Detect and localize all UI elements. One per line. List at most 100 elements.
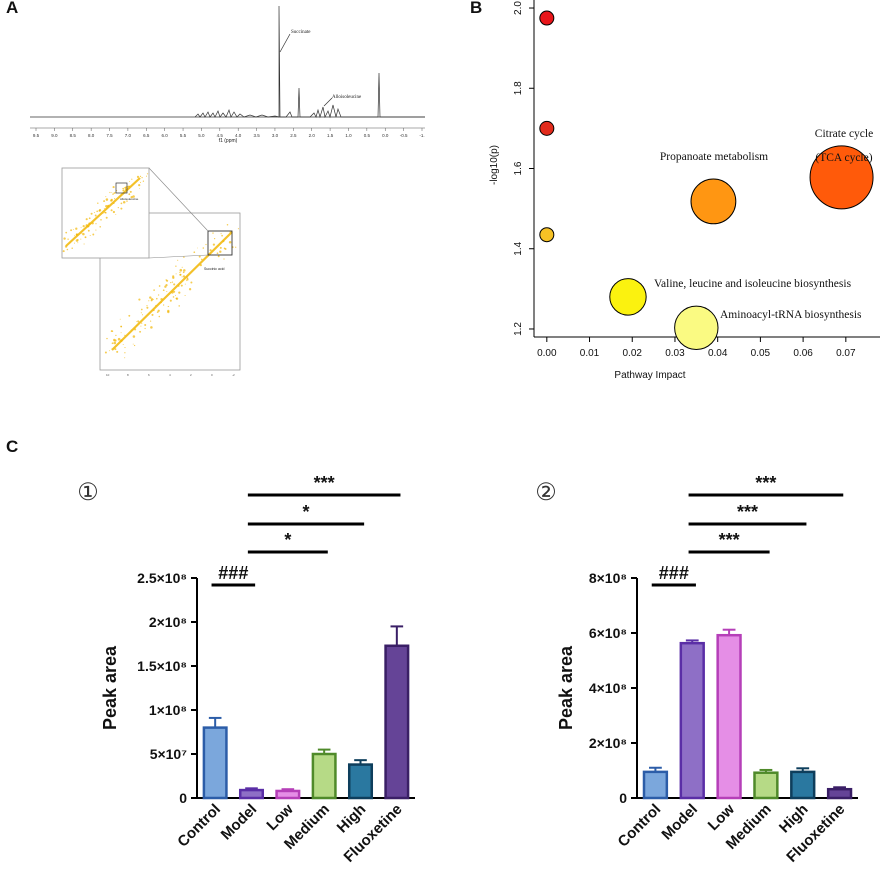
nmr-spot — [188, 288, 192, 291]
nmr-spot — [137, 320, 140, 323]
bar — [716, 633, 742, 800]
nmr-tick-label: 3.5 — [253, 133, 260, 138]
nmr-spot — [158, 315, 161, 318]
nmr-spot — [63, 237, 66, 240]
nmr-spot — [128, 193, 131, 196]
nmr-tick-label: 8.0 — [88, 133, 95, 138]
nmr-spot — [119, 318, 121, 320]
nmr-spot — [120, 202, 123, 205]
pathway-point — [539, 227, 555, 243]
nmr-spot — [172, 296, 175, 298]
nmr-spot — [120, 194, 122, 196]
pathway-x-tick-label: 0.00 — [537, 348, 557, 359]
nmr-spot — [173, 290, 176, 293]
bar — [202, 726, 228, 800]
nmr-spot — [226, 223, 229, 226]
bar — [679, 641, 705, 800]
nmr-spot — [166, 290, 168, 293]
nmr-spot — [177, 259, 179, 261]
nmr-spot — [160, 301, 162, 304]
nmr-spot — [104, 351, 107, 354]
bar-y-tick-label: 2.5×10⁸ — [137, 570, 187, 586]
nmr-spot — [149, 296, 152, 299]
nmr-spot — [133, 344, 136, 347]
pathway-x-tick-label: 0.03 — [665, 348, 685, 359]
nmr-spot — [138, 183, 141, 187]
nmr-spot — [183, 256, 185, 258]
nmr-spot — [75, 227, 78, 230]
bar — [275, 789, 301, 800]
nmr-spot — [150, 299, 153, 302]
nmr-spot — [222, 240, 225, 243]
nmr-spot — [66, 248, 69, 251]
nmr-spot — [85, 218, 88, 221]
alloisoleucine-leader — [323, 97, 333, 107]
bar-y-tick-label: 6×10⁸ — [589, 625, 627, 641]
nmr-spot — [237, 228, 239, 230]
bar-y-tick-label: 1.5×10⁸ — [137, 658, 187, 674]
nmr-spot — [146, 306, 149, 309]
nmr-spot — [145, 175, 148, 177]
nmr-spot — [213, 237, 216, 240]
significance-label: * — [302, 502, 309, 522]
nmr-spot — [171, 281, 174, 283]
bar-category-label: Model — [218, 801, 261, 844]
bar-chart-1: ① 0 5×10⁷ 1×10⁸ 1.5×10⁸ 2×10⁸ 2.5×10⁸ Peak area… — [77, 473, 415, 866]
nmr-spot — [132, 195, 135, 198]
nmr-spot — [141, 322, 143, 324]
nmr-spot — [99, 226, 101, 228]
nmr-spot — [112, 193, 114, 195]
pathway-point — [539, 10, 555, 26]
nmr-spot — [106, 337, 108, 340]
nmr-spot — [130, 195, 133, 199]
nmr-spot — [83, 243, 85, 245]
bar-y-tick-label: 0 — [619, 790, 627, 806]
nmr-spot — [146, 173, 149, 175]
pathway-y-tick-label: 1.2 — [513, 322, 524, 336]
bar-y-tick-label: 2×10⁸ — [589, 735, 627, 751]
nmr-spot — [113, 341, 117, 345]
nmr-spot — [129, 190, 132, 193]
bar-category-label: Control — [615, 801, 665, 851]
nmr-spot — [220, 233, 222, 235]
nmr-spot — [186, 277, 189, 279]
nmr-spot — [88, 217, 91, 220]
label-alloisoleucine: Alloisoleucine — [332, 95, 362, 100]
nmr-spot — [157, 294, 160, 296]
nmr-tick-label: 8.5 — [70, 133, 77, 138]
nmr-spot — [103, 200, 106, 203]
nmr-spot — [82, 224, 85, 228]
nmr-spot — [84, 236, 87, 239]
nmr-tick-label: 0.5 — [364, 133, 371, 138]
pathway-point — [809, 145, 874, 210]
significance-label: ### — [659, 563, 689, 583]
nmr-spot — [139, 330, 142, 333]
pathway-plot: 1.2 1.4 1.6 1.8 2.0 0.00 0.01 0.02 0.03 0.04 0.05… — [489, 0, 880, 381]
nmr-spot — [105, 196, 107, 198]
nmr-spot — [175, 273, 177, 275]
pathway-x-tick-label: 0.01 — [580, 348, 600, 359]
nmr-spot — [169, 299, 172, 302]
nmr-spot — [94, 214, 97, 217]
nmr-spot — [165, 283, 168, 287]
nmr-spot — [110, 198, 113, 202]
nmr-spot — [98, 208, 102, 212]
nmr-spot — [219, 246, 222, 249]
nmr-tick-label: 4.5 — [217, 133, 224, 138]
nmr-spot — [140, 308, 143, 311]
nmr-trace — [194, 5, 425, 119]
bar — [753, 771, 779, 800]
nmr-spot — [64, 245, 68, 248]
bar — [790, 770, 816, 800]
nmr-spot — [170, 281, 172, 284]
pathway-x-tick-label: 0.07 — [836, 348, 856, 359]
pathway-x-tick-label: 0.05 — [751, 348, 771, 359]
nmr-spot — [116, 350, 119, 353]
zoom-connector-top — [148, 167, 209, 232]
nmr-spot — [186, 280, 188, 282]
nmr-spot — [114, 348, 117, 351]
nmr-spot — [80, 226, 82, 228]
nmr-spot — [168, 305, 170, 307]
nmr-spot — [212, 232, 214, 234]
